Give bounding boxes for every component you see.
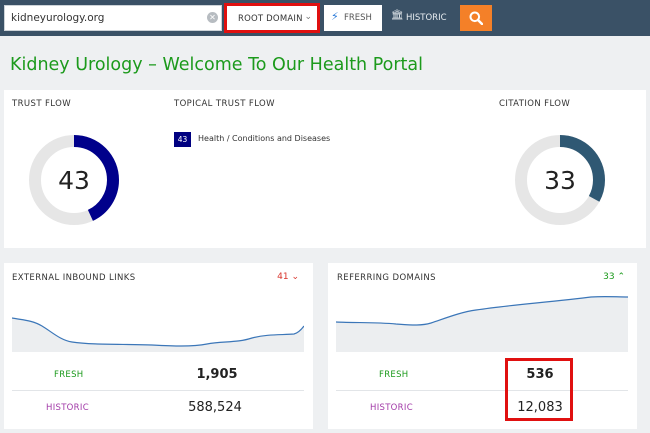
historic-index-button[interactable]: 🏛 HISTORIC <box>384 5 456 31</box>
domain-search-input[interactable]: kidneyurology.org ✕ <box>4 5 222 31</box>
citation-flow-gauge: 33 <box>515 135 605 225</box>
chevron-down-icon: ⌄ <box>304 12 312 22</box>
chevron-down-icon: ⌄ <box>291 272 299 282</box>
top-bar: kidneyurology.org ✕ ROOT DOMAIN ⌄ ⚡ FRES… <box>0 0 650 36</box>
domain-search-value: kidneyurology.org <box>11 12 105 24</box>
page-title: Kidney Urology – Welcome To Our Health P… <box>10 55 423 75</box>
magnifier-icon <box>469 11 483 25</box>
trust-flow-gauge: 43 <box>29 135 119 225</box>
referring-domains-panel: REFERRING DOMAINS 33 ⌃ FRESH 536 HISTORI… <box>328 263 637 429</box>
divider <box>12 390 304 391</box>
divider <box>336 390 628 391</box>
search-button[interactable] <box>460 5 492 31</box>
fresh-index-label: FRESH <box>344 13 372 23</box>
bank-icon: 🏛 <box>391 10 404 21</box>
external-historic-label: HISTORIC <box>46 403 89 413</box>
referring-domains-sparkline <box>336 295 628 352</box>
lightning-icon: ⚡ <box>331 10 339 23</box>
external-fresh-label: FRESH <box>54 370 84 380</box>
referring-historic-value: 12,083 <box>517 400 563 415</box>
referring-fresh-value: 536 <box>526 367 554 382</box>
citation-flow-gauge-arc <box>515 135 605 225</box>
referring-domains-delta: 33 ⌃ <box>603 272 625 282</box>
citation-flow-value: 33 <box>544 166 576 195</box>
chevron-up-icon: ⌃ <box>617 272 625 282</box>
highlight-box <box>505 358 573 421</box>
topic-score-badge: 43 <box>174 132 191 147</box>
referring-domains-label: REFERRING DOMAINS <box>337 273 436 283</box>
topic-category-label[interactable]: Health / Conditions and Diseases <box>198 134 331 143</box>
trust-flow-label: TRUST FLOW <box>12 99 72 109</box>
scope-dropdown[interactable]: ROOT DOMAIN ⌄ <box>224 3 320 33</box>
scope-dropdown-label: ROOT DOMAIN <box>238 14 303 24</box>
external-links-sparkline <box>12 317 304 352</box>
external-historic-value: 588,524 <box>188 400 242 415</box>
historic-index-label: HISTORIC <box>406 13 447 23</box>
referring-fresh-label: FRESH <box>379 370 409 380</box>
x-circle-icon[interactable]: ✕ <box>207 12 218 23</box>
trust-flow-gauge-arc <box>29 135 119 225</box>
external-links-delta: 41 ⌄ <box>277 272 299 282</box>
trust-flow-value: 43 <box>58 166 90 195</box>
fresh-index-button[interactable]: ⚡ FRESH <box>324 5 382 31</box>
referring-historic-label: HISTORIC <box>370 403 413 413</box>
external-inbound-links-label: EXTERNAL INBOUND LINKS <box>12 273 136 283</box>
citation-flow-label: CITATION FLOW <box>499 99 571 109</box>
external-fresh-value: 1,905 <box>196 367 238 382</box>
external-inbound-links-panel: EXTERNAL INBOUND LINKS 41 ⌄ FRESH 1,905 … <box>4 263 313 429</box>
topical-trust-flow-label: TOPICAL TRUST FLOW <box>174 99 275 109</box>
flow-metrics-panel: TRUST FLOW 43 TOPICAL TRUST FLOW 43 Heal… <box>4 90 646 248</box>
